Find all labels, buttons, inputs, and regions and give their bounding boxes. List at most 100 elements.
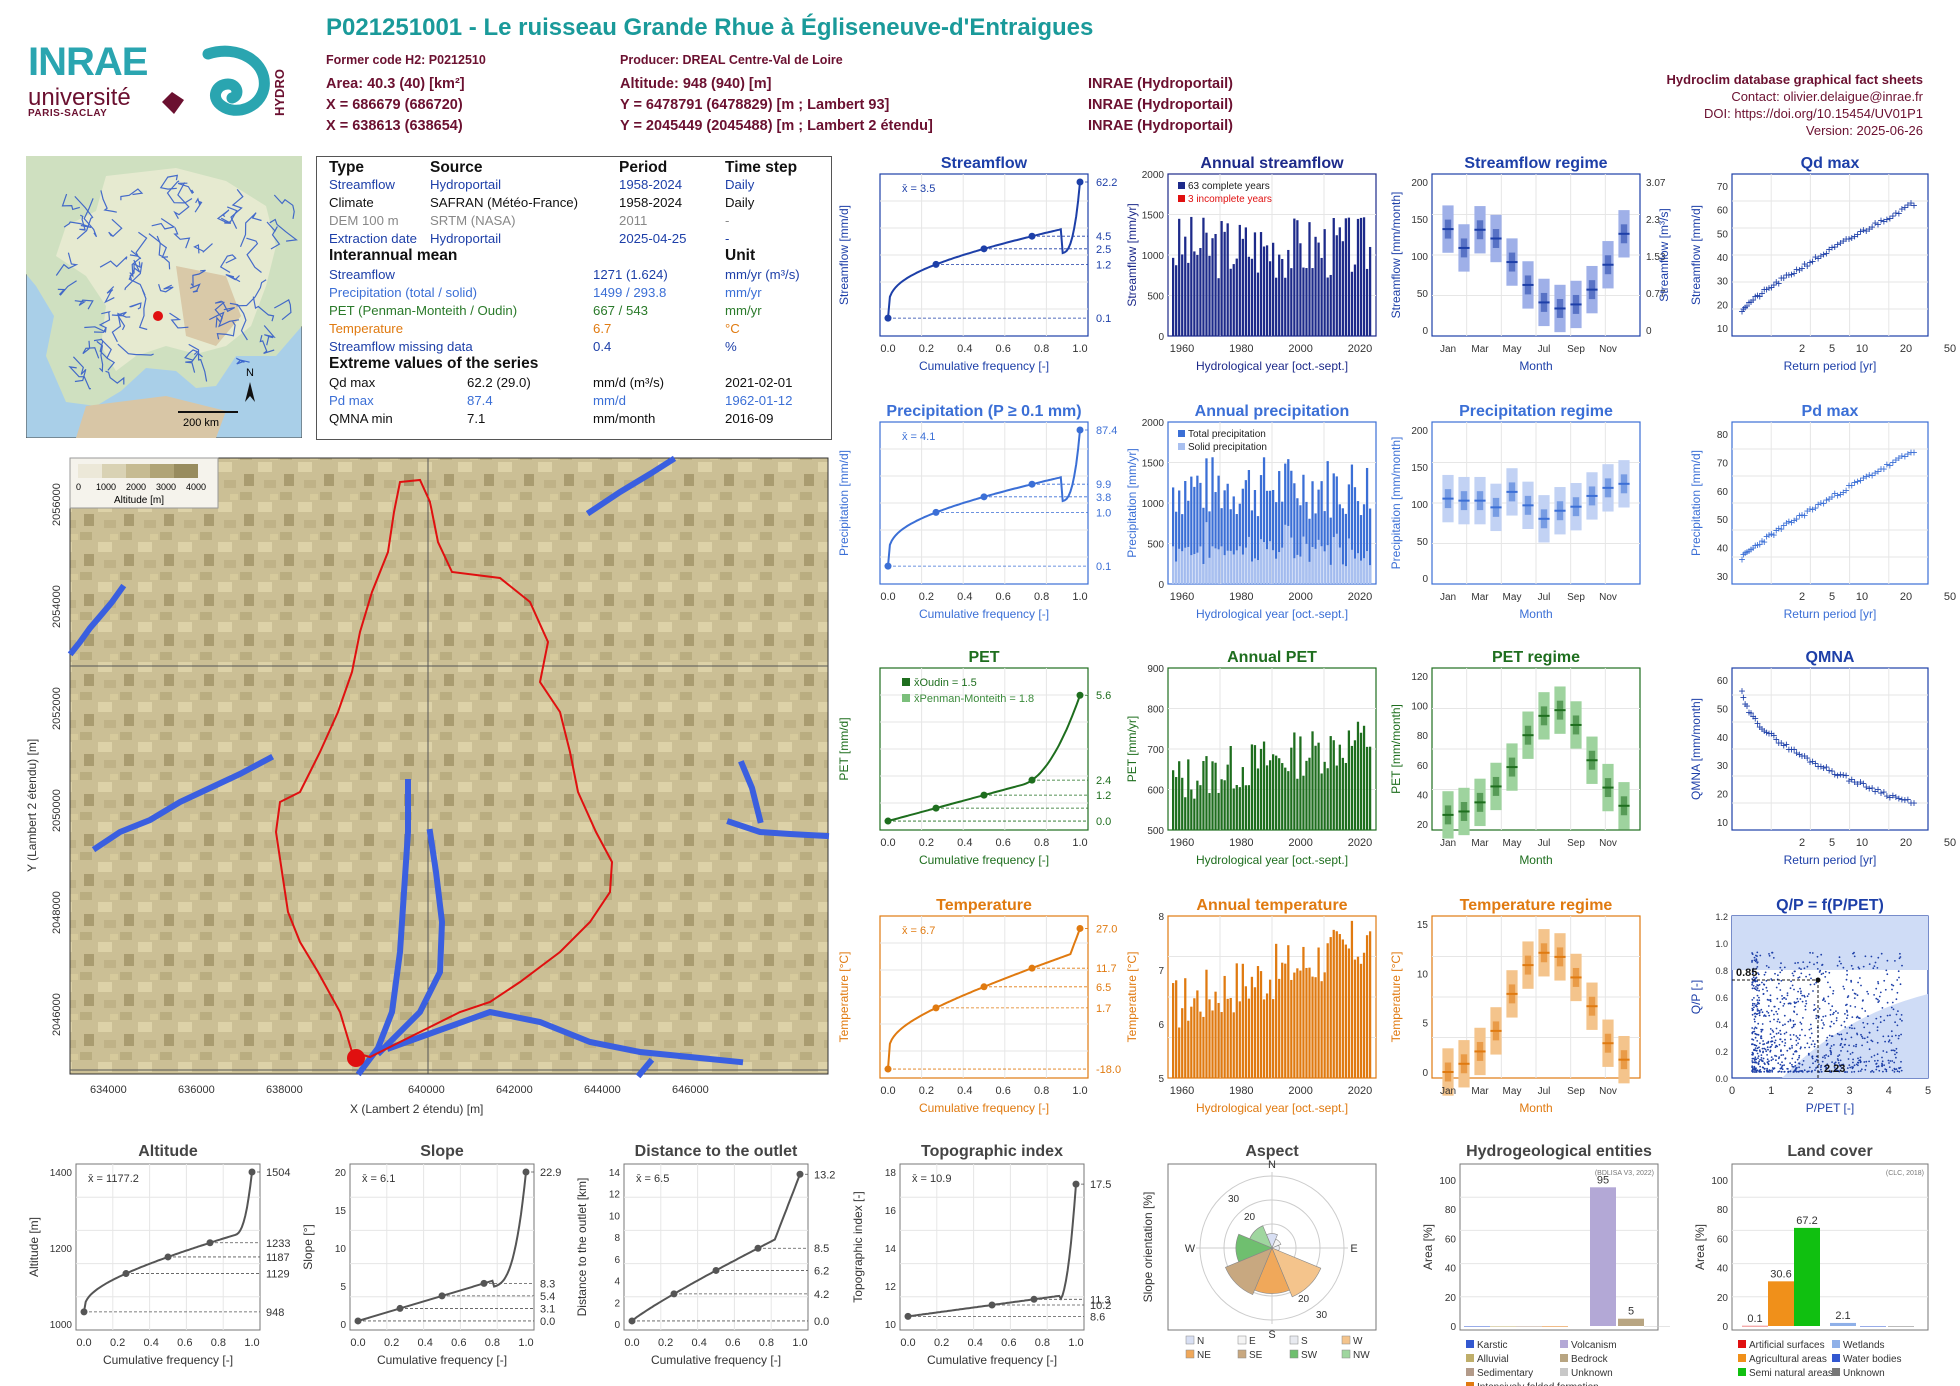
qp-point <box>1879 991 1882 994</box>
hydrogeo-bar-label: 5 <box>1628 1306 1634 1318</box>
sf_annual-bar <box>1302 267 1305 336</box>
dist-right-tick: 4.2 <box>814 1289 829 1301</box>
qp-point <box>1873 965 1876 967</box>
mean-unit: mm/yr <box>725 285 762 300</box>
qmna-point: + <box>1828 764 1835 778</box>
dist-xtick: 0.4 <box>692 1337 707 1349</box>
pet_annual-bar <box>1214 762 1217 830</box>
qp-point <box>1895 1047 1898 1050</box>
pet_regime-xtick: Nov <box>1599 838 1617 849</box>
pd_max-ytick: 40 <box>1717 544 1729 555</box>
p_annual-bar <box>1253 490 1257 584</box>
qp-point <box>1827 1002 1830 1005</box>
p_annual-legend-swatch <box>1178 443 1185 450</box>
qd_max-point: + <box>1738 305 1745 319</box>
landcover-title: Land cover <box>1787 1143 1872 1160</box>
pd_max-point: + <box>1775 521 1782 535</box>
qp-point <box>1831 1061 1833 1063</box>
qp-point <box>1781 998 1784 1000</box>
qp-point <box>1794 1050 1796 1053</box>
qp-point <box>1804 1008 1807 1011</box>
qp-point <box>1830 1020 1833 1023</box>
pd_max-point: + <box>1756 538 1763 552</box>
qp-point <box>1797 990 1799 993</box>
aspect-legend-swatch <box>1237 1335 1247 1345</box>
aspect-legend-swatch <box>1185 1349 1195 1359</box>
qp-point <box>1870 1056 1873 1058</box>
qp-point <box>1898 957 1901 960</box>
qp-point <box>1808 1070 1810 1073</box>
t_cdf-quantile-point <box>932 1004 940 1012</box>
pet_annual-bar <box>1262 741 1266 830</box>
aspect-sector <box>1271 1238 1282 1249</box>
qp-point <box>1755 1013 1758 1016</box>
pd_max-point: + <box>1826 492 1833 506</box>
qmna-point: + <box>1817 760 1824 774</box>
qp-point <box>1779 1033 1782 1036</box>
qp-point <box>1758 1060 1760 1063</box>
qmna-ytick: 40 <box>1717 733 1729 744</box>
pet_regime-ytick: 20 <box>1417 820 1429 831</box>
qp-point <box>1762 1043 1764 1046</box>
sf_annual-bar <box>1359 217 1363 336</box>
sf_annual-bar <box>1238 224 1241 336</box>
qp-point <box>1885 1070 1888 1073</box>
pd_max-point: + <box>1875 465 1882 479</box>
pd_max-ytick: 60 <box>1717 487 1729 498</box>
qp-point <box>1794 962 1797 964</box>
qp-point <box>1772 1031 1775 1033</box>
t_annual-bar <box>1226 998 1229 1078</box>
qp-point <box>1765 1050 1768 1053</box>
sf_annual-bar <box>1368 246 1372 336</box>
qp-point <box>1753 1012 1756 1015</box>
qp-point <box>1779 1001 1782 1004</box>
aspect-sector <box>1235 1233 1273 1263</box>
sf_annual-legend-label: 3 incomplete years <box>1188 194 1272 205</box>
qp-point <box>1758 1046 1760 1049</box>
p_annual-bar <box>1232 496 1235 584</box>
qp-point <box>1770 1009 1773 1012</box>
aspect-legend-label: SE <box>1249 1350 1263 1361</box>
qp-point <box>1816 955 1819 958</box>
minimap-river <box>128 259 146 296</box>
landcover-legend-swatch <box>1738 1368 1746 1376</box>
qp-point <box>1896 991 1899 994</box>
pet_cdf-legend-label: x̄Oudin = 1.5 <box>914 677 977 689</box>
qp-point <box>1818 1071 1821 1073</box>
pet_annual-bar <box>1296 778 1299 830</box>
h-source: Source <box>430 159 483 176</box>
topo-quantile-point <box>904 1312 912 1320</box>
p_cdf-chart: Precipitation (P ≥ 0.1 mm)Cumulative fre… <box>837 403 1117 621</box>
qp-point <box>1860 1068 1863 1071</box>
t_annual-ytick: 5 <box>1158 1074 1164 1085</box>
alt-xtick: 0.4 <box>144 1337 159 1349</box>
pd_max-point: + <box>1845 479 1852 493</box>
t_annual-bar <box>1347 948 1351 1078</box>
legend-tick: 4000 <box>186 482 206 492</box>
qmna-point: + <box>1815 759 1822 773</box>
qp-point <box>1857 1064 1859 1067</box>
qp-point <box>1751 1053 1753 1056</box>
p_annual-bar <box>1241 488 1244 584</box>
sf_annual-bar <box>1314 236 1317 336</box>
qp-point <box>1774 1039 1777 1042</box>
qp-point <box>1846 996 1849 999</box>
sf_annual-title: Annual streamflow <box>1200 155 1344 172</box>
minimap-river <box>98 310 111 329</box>
qmna-point: + <box>1904 793 1911 807</box>
aspect-ring-label: 30 <box>1228 1194 1240 1205</box>
extreme-date: 2016-09 <box>725 411 774 426</box>
extreme-value: 7.1 <box>467 411 486 426</box>
p_regime-xtick: Jan <box>1440 592 1456 603</box>
qd_max-point: + <box>1880 214 1887 228</box>
xtick-label: 0.4 <box>957 343 972 355</box>
pet_cdf-legend-swatch <box>902 694 910 702</box>
alt-quantile-point <box>248 1168 256 1176</box>
minimap-river <box>173 227 191 249</box>
topo-xlabel: Cumulative frequency [-] <box>927 1353 1057 1367</box>
extreme-value: 62.2 (29.0) <box>467 375 531 390</box>
pet_annual-bar <box>1247 785 1251 830</box>
qp-point <box>1753 1061 1755 1063</box>
